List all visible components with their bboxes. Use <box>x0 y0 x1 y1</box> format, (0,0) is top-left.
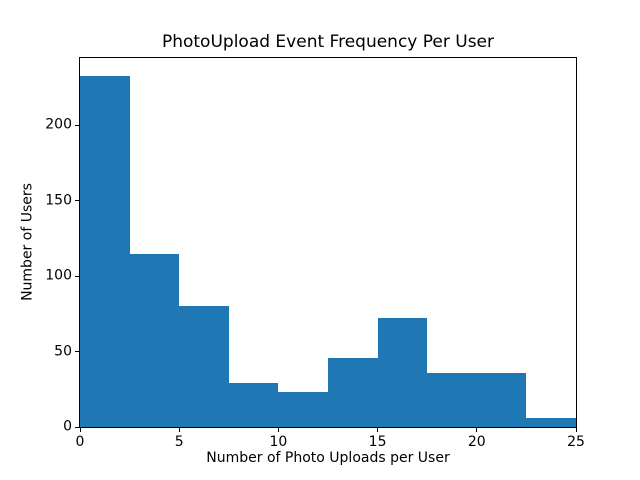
x-tick-label: 20 <box>467 434 486 450</box>
histogram-bar <box>129 253 180 427</box>
histogram-bar <box>179 306 229 427</box>
y-tick-label: 100 <box>45 267 72 284</box>
y-tick-label: 200 <box>45 116 72 133</box>
x-tick-label: 0 <box>75 434 85 450</box>
y-tick <box>75 200 79 202</box>
x-tick <box>476 428 478 432</box>
x-tick-label: 25 <box>567 434 585 450</box>
histogram-bar <box>427 372 477 427</box>
y-tick <box>75 275 79 277</box>
histogram-bar <box>228 383 279 427</box>
histogram-bar <box>80 75 130 427</box>
x-tick-label: 5 <box>174 434 184 450</box>
x-tick <box>377 428 379 432</box>
x-tick <box>575 428 577 432</box>
histogram-bar <box>476 372 527 427</box>
chart-title: PhotoUpload Event Frequency Per User <box>161 32 495 52</box>
histogram-bar <box>526 417 576 427</box>
y-tick <box>75 124 79 126</box>
x-tick <box>178 428 180 432</box>
y-tick <box>75 426 79 428</box>
histogram-bar <box>278 392 328 427</box>
plot-area <box>79 57 577 428</box>
histogram-bar <box>328 357 378 427</box>
y-tick-label: 150 <box>45 192 72 209</box>
x-tick-label: 10 <box>269 434 288 450</box>
x-tick <box>277 428 279 432</box>
y-tick-label: 50 <box>54 343 72 360</box>
x-tick <box>79 428 81 432</box>
y-tick <box>75 351 79 353</box>
histogram-bar <box>377 318 428 427</box>
y-tick-label: 0 <box>63 418 72 435</box>
x-tick-label: 15 <box>368 434 387 450</box>
x-axis-label: Number of Photo Uploads per User <box>206 450 450 466</box>
